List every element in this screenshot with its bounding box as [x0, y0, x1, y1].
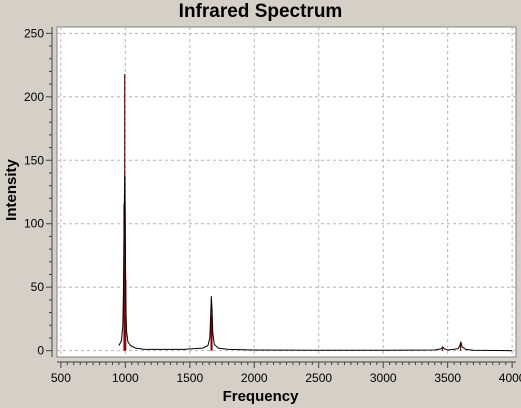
- x-tick-label: 1500: [176, 371, 203, 385]
- y-tick-label: 200: [24, 90, 44, 104]
- x-tick-label: 1000: [112, 371, 139, 385]
- plot-area: [56, 26, 517, 358]
- x-axis-label: Frequency: [222, 388, 299, 405]
- x-tick-label: 3000: [370, 371, 397, 385]
- y-tick-label: 250: [24, 26, 44, 40]
- x-tick-label: 2000: [241, 371, 268, 385]
- y-tick-label: 100: [24, 217, 44, 231]
- y-tick-label: 0: [37, 344, 44, 358]
- y-tick-label: 50: [31, 280, 45, 294]
- chart-title: Infrared Spectrum: [178, 1, 343, 22]
- spectrum-line: [118, 175, 513, 352]
- y-tick-label: 150: [24, 153, 44, 167]
- x-tick-label: 3500: [434, 371, 461, 385]
- x-tick-label: 500: [51, 371, 71, 385]
- x-tick-label: 2500: [305, 371, 332, 385]
